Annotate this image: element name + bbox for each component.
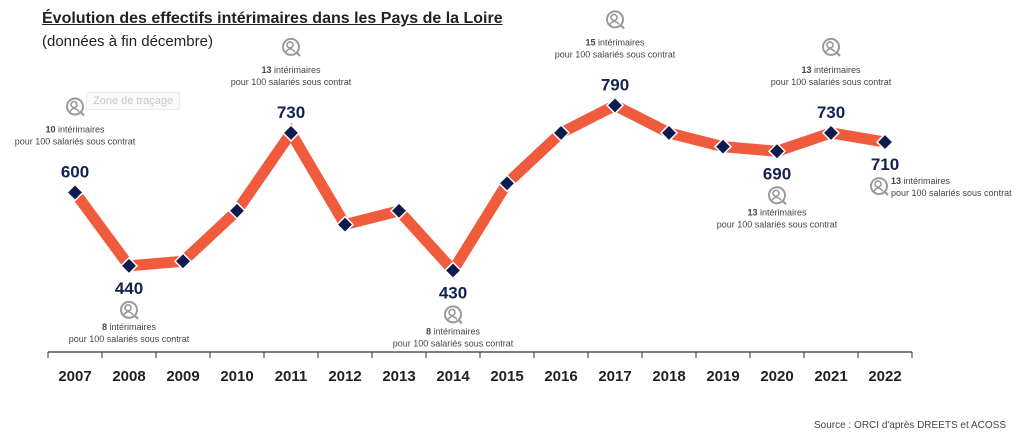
data-value-label: 730 xyxy=(277,103,305,122)
annotation: 13 intérimaires pour 100 salariés sous co… xyxy=(870,176,1012,198)
data-point xyxy=(713,137,733,156)
data-point xyxy=(551,123,571,142)
person-search-icon xyxy=(66,97,85,117)
chart-subtitle: (données à fin décembre) xyxy=(42,33,213,50)
annotation-line2: pour 100 salariés sous contrat xyxy=(891,188,1012,198)
person-search-icon xyxy=(120,300,139,320)
annotation-line1: 13 intérimaires xyxy=(261,65,321,75)
annotation-line2: pour 100 salariés sous contrat xyxy=(555,49,676,59)
person-search-icon xyxy=(768,186,787,206)
annotation-line1: 13 intérimaires xyxy=(801,65,861,75)
annotation: 15 intérimaires pour 100 salariés sous co… xyxy=(555,10,676,59)
data-value-label: 440 xyxy=(115,279,143,298)
data-point xyxy=(767,142,787,161)
x-tick-label: 2016 xyxy=(544,368,577,385)
data-point xyxy=(119,256,139,275)
x-tick-label: 2022 xyxy=(868,368,901,385)
x-tick-label: 2008 xyxy=(112,368,145,385)
annotation: 8 intérimaires pour 100 salariés sous con… xyxy=(69,300,190,344)
x-tick-label: 2011 xyxy=(275,368,308,385)
annotation-line2: pour 100 salariés sous contrat xyxy=(15,137,136,147)
x-tick-label: 2007 xyxy=(58,368,91,385)
x-tick-label: 2013 xyxy=(382,368,415,385)
annotation: 13 intérimaires pour 100 salariés sous co… xyxy=(231,37,352,87)
annotation: 8 intérimaires pour 100 salariés sous con… xyxy=(393,305,514,348)
x-tick-label: 2017 xyxy=(598,368,631,385)
data-point xyxy=(65,183,85,202)
data-value-label: 690 xyxy=(763,164,791,183)
annotation-line2: pour 100 salariés sous contrat xyxy=(393,338,514,348)
annotation: 13 intérimaires pour 100 salariés sous co… xyxy=(771,37,892,87)
data-value-label: 730 xyxy=(817,103,845,122)
data-point xyxy=(821,123,841,142)
series-line xyxy=(70,99,886,280)
data-point xyxy=(281,123,301,142)
chart-title: Évolution des effectifs intérimaires dan… xyxy=(42,10,503,27)
x-tick-label: 2012 xyxy=(328,368,361,385)
annotation: 10 intérimaires pour 100 salariés sous co… xyxy=(15,97,136,147)
annotation: 13 intérimaires pour 100 salariés sous co… xyxy=(717,186,838,229)
x-tick-label: 2009 xyxy=(166,368,199,385)
x-tick-label: 2021 xyxy=(814,368,847,385)
annotation-line2: pour 100 salariés sous contrat xyxy=(69,334,190,344)
data-point xyxy=(497,174,517,193)
x-tick-label: 2010 xyxy=(220,368,253,385)
person-search-icon xyxy=(822,37,841,57)
source-note: Source : ORCI d'après DREETS et ACOSS xyxy=(814,420,1006,431)
x-tick-label: 2015 xyxy=(490,368,523,385)
data-point xyxy=(227,201,247,220)
plot-area-tooltip: Zone de traçage xyxy=(86,92,181,110)
annotation-line1: 13 intérimaires xyxy=(891,176,951,186)
x-tick-label: 2019 xyxy=(706,368,739,385)
annotation-line1: 13 intérimaires xyxy=(747,207,807,217)
annotation-line1: 8 intérimaires xyxy=(426,326,481,336)
annotation-line1: 15 intérimaires xyxy=(585,37,645,47)
annotation-line1: 8 intérimaires xyxy=(102,322,157,332)
x-tick-label: 2020 xyxy=(760,368,793,385)
data-value-label: 430 xyxy=(439,283,467,302)
annotation-line2: pour 100 salariés sous contrat xyxy=(231,77,352,87)
annotation-line2: pour 100 salariés sous contrat xyxy=(717,219,838,229)
data-point xyxy=(875,133,895,152)
person-search-icon xyxy=(444,305,463,325)
x-tick-label: 2014 xyxy=(436,368,470,385)
person-search-icon xyxy=(282,37,301,57)
person-search-icon xyxy=(606,10,625,30)
data-point xyxy=(443,261,463,280)
data-point xyxy=(173,252,193,271)
data-point xyxy=(659,123,679,142)
person-search-icon xyxy=(870,177,889,196)
data-point xyxy=(389,201,409,220)
annotation-line2: pour 100 salariés sous contrat xyxy=(771,77,892,87)
x-tick-label: 2018 xyxy=(652,368,685,385)
data-value-label: 790 xyxy=(601,75,629,94)
data-point xyxy=(605,96,625,115)
data-value-label: 600 xyxy=(61,163,89,182)
data-value-label: 710 xyxy=(871,155,899,174)
annotation-line1: 10 intérimaires xyxy=(45,125,105,135)
data-point xyxy=(335,215,355,234)
